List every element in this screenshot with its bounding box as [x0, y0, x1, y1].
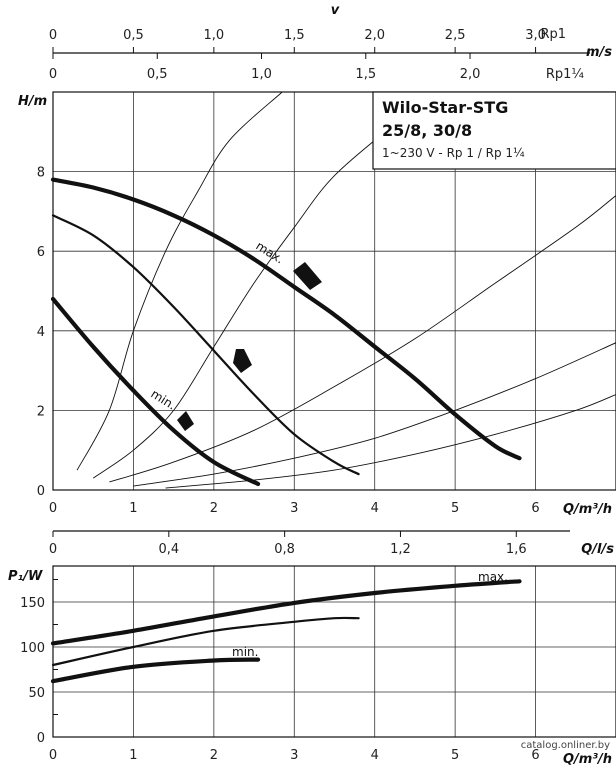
pipe-rp114-label: Rp1¼ [546, 67, 585, 82]
system-curve-line [133, 342, 616, 487]
power-y-axis-label: P₁/W [8, 569, 43, 584]
velocity-rp1-tick-label: 1,5 [284, 28, 305, 43]
chart-title: Wilo-Star-STG [382, 98, 508, 117]
velocity-rp1-tick-label: 2,0 [364, 28, 385, 43]
head-x-tick-label: 3 [290, 501, 298, 516]
power-x-tick-label: 0 [49, 748, 57, 763]
velocity-axis-unit: m/s [586, 45, 612, 60]
velocity-rp114-tick-label: 2,0 [460, 67, 481, 82]
top-velocity-axes: v m/s Rp1 Rp1¼ 0 0,5 1,0 1,5 2,0 2,5 3,0 0 0,5 1,… [49, 3, 612, 82]
power-min-annotation: min. [232, 645, 258, 659]
power-x-tick-label: 3 [290, 748, 298, 763]
head-x-tick-label: 2 [210, 501, 218, 516]
head-y-tick-label: 4 [37, 325, 45, 340]
head-x-tick-label: 4 [371, 501, 379, 516]
power-curve-series [50, 579, 522, 684]
velocity-rp1-tick-label: 0,5 [123, 28, 144, 43]
head-x-tick-label: 6 [531, 501, 539, 516]
power-curve-line [50, 579, 522, 646]
power-x-tick-labels: 0 1 2 3 4 5 6 [49, 748, 540, 763]
power-chart-grid [53, 566, 616, 737]
flow-litre-tick-label: 0,8 [274, 542, 295, 557]
head-y-tick-label: 8 [37, 166, 45, 181]
power-y-tick-label: 100 [20, 641, 45, 656]
head-y-axis-label: H/m [18, 94, 47, 109]
head-y-tick-label: 6 [37, 245, 45, 260]
velocity-rp114-tick-label: 0 [49, 67, 57, 82]
power-y-tick-label: 150 [20, 596, 45, 611]
power-x-axis-label: Q/m³/h [563, 752, 612, 767]
head-curve-series [50, 177, 522, 487]
head-curve-line [50, 177, 522, 461]
system-curve-line [76, 91, 283, 471]
chart-subtitle-spec: 1~230 V - Rp 1 / Rp 1¼ [382, 146, 525, 160]
head-chart-frame [52, 91, 616, 491]
power-y-tick-labels: 0 50 100 150 [20, 596, 45, 746]
power-y-tick-label: 0 [37, 731, 45, 746]
power-curve-line [51, 616, 360, 667]
velocity-rp114-tick-label: 0,5 [147, 67, 168, 82]
velocity-rp1-tick-label: 1,0 [204, 28, 225, 43]
head-x-tick-label: 1 [129, 501, 137, 516]
legend-frame [372, 91, 616, 170]
velocity-rp114-tick-label: 1,0 [251, 67, 272, 82]
pipe-rp1-label: Rp1 [540, 27, 566, 42]
head-x-tick-label: 0 [49, 501, 57, 516]
head-y-tick-labels: 0 2 4 6 8 [37, 166, 45, 499]
power-x-tick-label: 5 [451, 748, 459, 763]
head-y-tick-label: 0 [37, 484, 45, 499]
head-chart-grid [53, 92, 616, 490]
velocity-rp1-tick-label: 3,0 [525, 28, 546, 43]
mid-speed-marker [233, 349, 252, 373]
power-chart-frame [52, 565, 616, 738]
power-x-tick-label: 4 [371, 748, 379, 763]
head-curve-line [50, 296, 261, 487]
power-x-tick-label: 2 [210, 748, 218, 763]
chart-subtitle-model: 25/8, 30/8 [382, 121, 472, 140]
system-curve-line [92, 123, 396, 479]
velocity-rp1-tick-label: 2,5 [445, 28, 466, 43]
min-speed-marker [177, 411, 194, 431]
power-chart-panel: P₁/W 0 50 100 150 0 1 2 3 4 5 6 Q/m³/h max. min. [8, 565, 616, 767]
head-x-tick-label: 5 [451, 501, 459, 516]
power-y-tick-label: 50 [28, 686, 45, 701]
velocity-axis-letter: v [331, 3, 340, 18]
flow-litre-tick-label: 1,6 [506, 542, 527, 557]
flow-litre-axis-label: Q/l/s [581, 542, 614, 557]
system-curve-line [109, 195, 616, 483]
power-x-tick-label: 1 [129, 748, 137, 763]
power-max-annotation: max. [478, 570, 508, 584]
velocity-rp1-tick-label: 0 [49, 28, 57, 43]
legend-box: Wilo-Star-STG 25/8, 30/8 1~230 V - Rp 1 … [372, 91, 616, 170]
flow-litre-tick-label: 0,4 [158, 542, 179, 557]
head-chart-panel: Wilo-Star-STG 25/8, 30/8 1~230 V - Rp 1 … [18, 91, 616, 517]
power-x-tick-label: 6 [531, 748, 539, 763]
velocity-rp114-tick-label: 1,5 [355, 67, 376, 82]
head-x-axis-label: Q/m³/h [563, 502, 612, 517]
head-y-tick-label: 2 [37, 404, 45, 419]
power-curve-line [50, 657, 261, 684]
flow-litre-tick-label: 1,2 [390, 542, 411, 557]
head-curve-line [51, 214, 360, 476]
watermark: catalog.onliner.by [521, 740, 610, 751]
max-speed-marker [293, 262, 322, 290]
flow-litre-tick-label: 0 [49, 542, 57, 557]
flow-litre-axis: Q/l/s 0 0,4 0,8 1,2 1,6 [49, 530, 614, 557]
head-x-tick-labels: 0 1 2 3 4 5 6 [49, 501, 540, 516]
